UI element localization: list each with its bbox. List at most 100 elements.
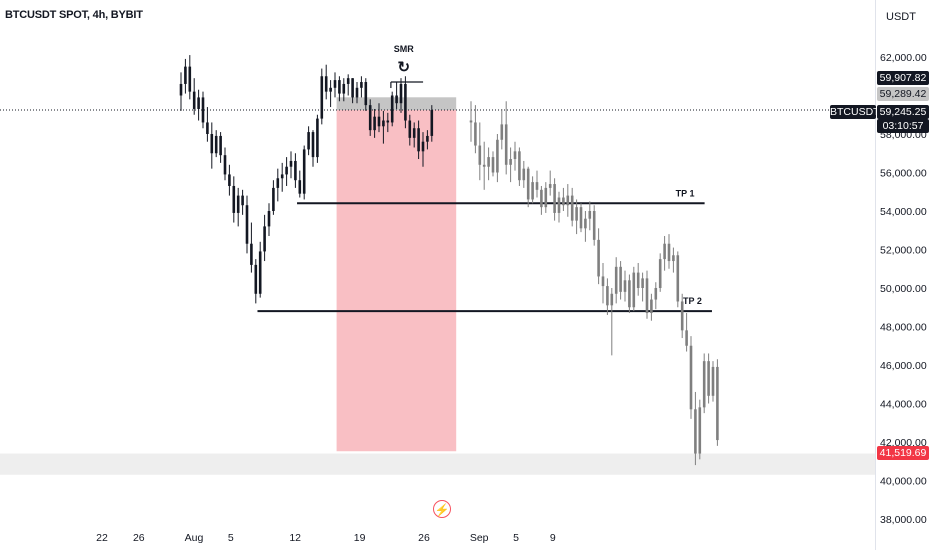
projection-bar-body (641, 278, 644, 288)
candle (254, 259, 258, 304)
candle (373, 108, 376, 138)
candle-body (320, 76, 324, 119)
projection-bar-body (676, 255, 680, 302)
candle (206, 107, 209, 142)
candle (382, 110, 385, 144)
x-tick-label: 26 (133, 532, 145, 544)
candle-body (223, 155, 227, 175)
projection-bar-body (588, 211, 592, 219)
projection-bar (548, 170, 552, 196)
candle (197, 89, 200, 121)
projection-bar-body (628, 280, 631, 308)
candle-body (316, 118, 319, 158)
projection-bar-body (566, 195, 570, 206)
projection-bar-body (623, 280, 627, 292)
projection-bar (606, 278, 609, 315)
candle (245, 195, 249, 254)
x-tick-label: Sep (470, 532, 489, 544)
symbol-price-tag: BTCUSDT (830, 105, 880, 119)
projection-bar (702, 353, 706, 414)
projection-bar (680, 293, 684, 339)
tp1-label: TP 1 (676, 188, 695, 198)
projection-bar (584, 211, 587, 242)
candle (417, 120, 420, 160)
candle-body (302, 149, 306, 194)
candle (276, 168, 280, 202)
projection-bar-body (645, 278, 649, 314)
countdown-tag: 03:10:57 (877, 119, 929, 133)
projection-bar (654, 282, 658, 310)
projection-bar-body (689, 345, 693, 410)
projection-bar-body (548, 184, 552, 188)
candle-body (417, 128, 420, 152)
projection-bar-body (636, 272, 640, 288)
projection-bar-body (570, 195, 574, 221)
projection-bar (711, 361, 715, 402)
projection-bar (562, 187, 565, 211)
candle-body (368, 105, 372, 131)
projection-bar-body (504, 124, 508, 165)
candle (250, 222, 253, 273)
y-tick-label: 50,000.00 (880, 283, 927, 295)
projection-bar-body (654, 288, 658, 300)
currency-label[interactable]: USDT (886, 11, 916, 23)
x-tick-label: 5 (228, 532, 234, 544)
candle (294, 153, 297, 188)
projection-bar-body (610, 293, 614, 306)
candle-body (307, 132, 310, 150)
projection-bar (694, 391, 697, 466)
projection-bar-body (606, 286, 609, 306)
candle (241, 189, 244, 215)
candle-body (404, 83, 407, 121)
candle-body (395, 95, 398, 104)
projection-bar (707, 353, 710, 404)
projection-bar (513, 141, 517, 171)
candle-body (421, 141, 425, 152)
smr-label: SMR (394, 44, 415, 54)
x-tick-label: 22 (96, 532, 108, 544)
candle (412, 122, 416, 148)
projection-bar-body (694, 409, 697, 454)
y-tick-label: 52,000.00 (880, 245, 927, 257)
candle-body (250, 243, 253, 265)
candle (223, 147, 227, 181)
projection-bar (601, 262, 605, 304)
candle (320, 68, 324, 125)
projection-bar (597, 228, 600, 285)
candle (289, 151, 293, 179)
y-tick-label: 46,000.00 (880, 360, 927, 372)
candle (386, 112, 390, 133)
candle (263, 214, 266, 262)
projection-bar-body (509, 159, 512, 165)
projection-bar-body (711, 366, 715, 396)
candle-body (276, 178, 280, 188)
projection-bar (636, 262, 640, 296)
candle-body (382, 120, 385, 127)
candle (210, 122, 214, 169)
candle (399, 78, 403, 113)
projection-bar (658, 253, 662, 292)
candle (360, 76, 363, 98)
projection-bar-body (698, 407, 702, 454)
candle-body (188, 66, 192, 92)
candle-body (333, 80, 337, 88)
high-price-tag: 59,907.82 (877, 71, 929, 85)
projection-bar-body (716, 366, 719, 441)
projection-bar-body (667, 243, 671, 262)
lightning-icon[interactable]: ⚡ (433, 500, 451, 518)
candle (324, 64, 328, 100)
y-tick-label: 40,000.00 (880, 476, 927, 488)
projection-bar-body (522, 168, 526, 181)
candle-body (386, 120, 390, 123)
projection-bar-body (672, 255, 675, 262)
projection-bar-body (544, 187, 548, 208)
projection-bar (566, 184, 570, 217)
x-tick-label: 12 (289, 532, 301, 544)
projection-bar-body (557, 197, 561, 213)
candle (179, 72, 183, 111)
projection-bar (667, 234, 671, 269)
projection-bar (522, 160, 526, 188)
candle (408, 114, 412, 146)
